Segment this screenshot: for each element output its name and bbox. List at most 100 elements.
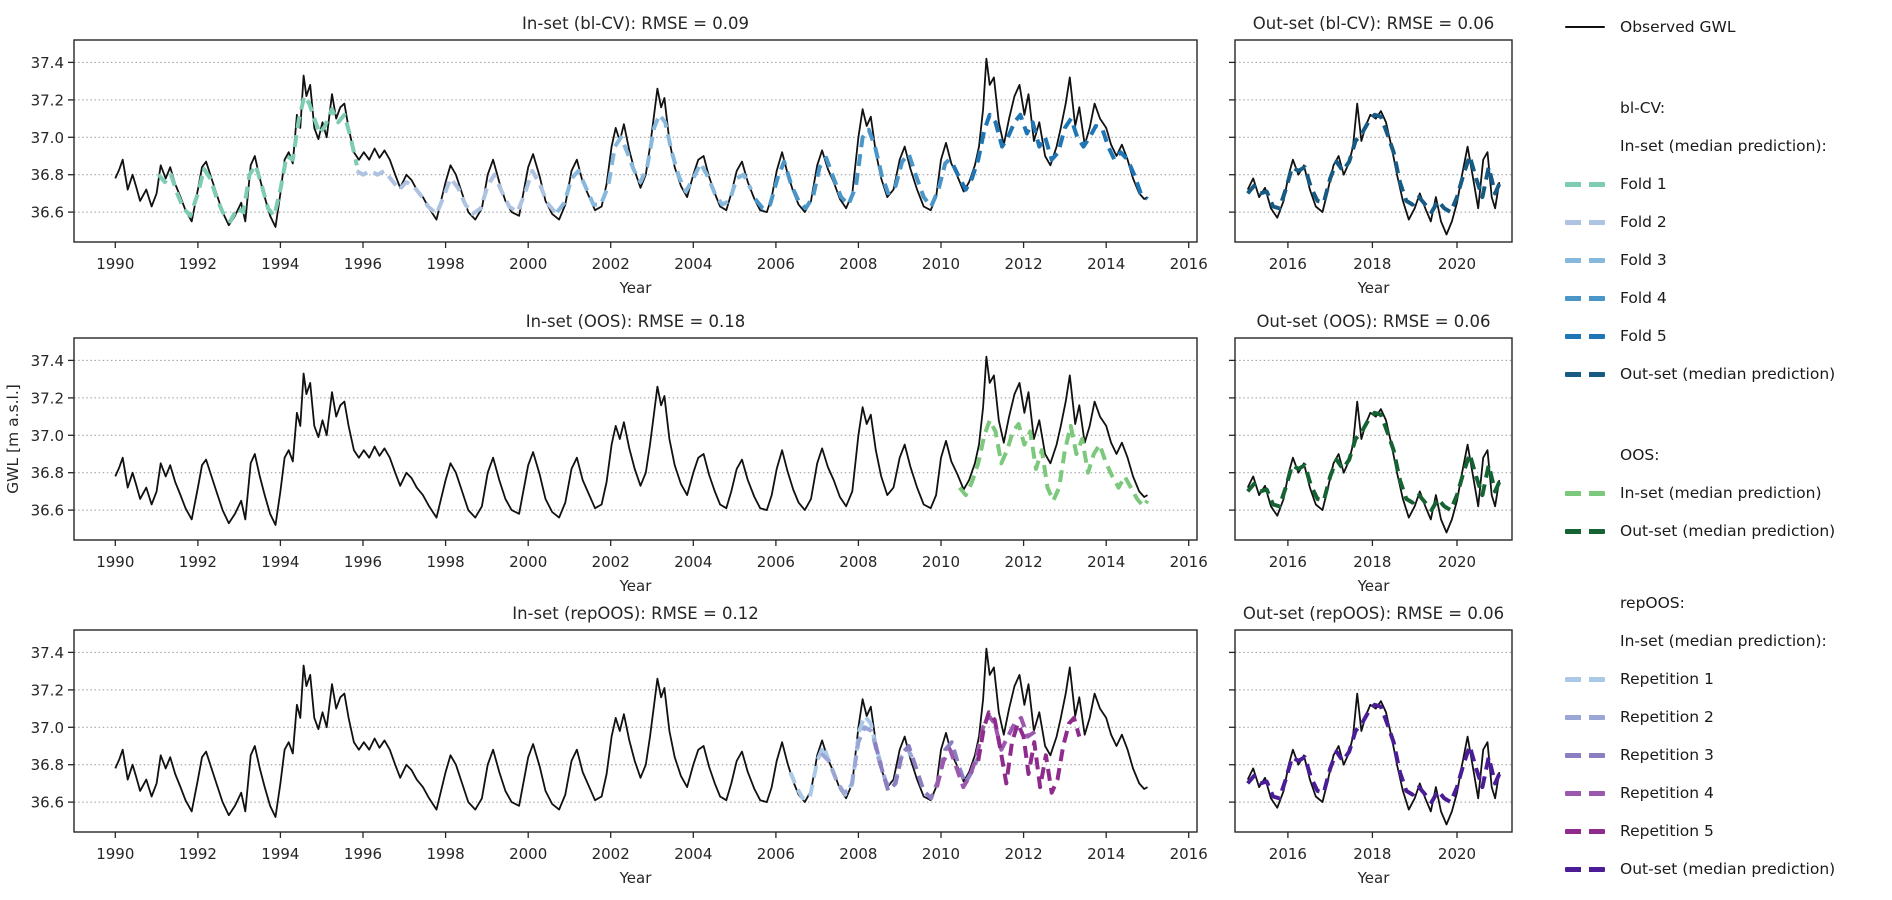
- series-rep5: [976, 710, 1082, 795]
- x-tick-label: 2016: [1269, 553, 1307, 571]
- x-tick-label: 2002: [592, 845, 630, 863]
- x-axis-label: Year: [619, 577, 653, 595]
- y-tick-label: 37.2: [31, 681, 64, 699]
- y-tick-label: 36.6: [31, 502, 64, 520]
- x-tick-label: 1990: [96, 553, 134, 571]
- legend-entry: Repetition 4: [1565, 782, 1714, 804]
- panel-title-out_oos: Out-set (OOS): RMSE = 0.06: [1256, 312, 1490, 331]
- panel-frame-out_repoos: [1234, 629, 1513, 833]
- x-tick-label: 2010: [922, 845, 960, 863]
- panel-frame-in_blcv: [73, 39, 1198, 243]
- x-tick-label: 1998: [427, 553, 465, 571]
- x-tick-label: 2000: [509, 553, 547, 571]
- legend-label: Fold 3: [1620, 251, 1667, 269]
- series-rep1: [788, 714, 884, 801]
- x-tick-label: 1992: [179, 553, 217, 571]
- solid-line-swatch: [1565, 25, 1605, 29]
- y-tick-label: 37.4: [31, 644, 64, 662]
- legend-label: Fold 4: [1620, 289, 1667, 307]
- x-axis-label: Year: [1357, 279, 1391, 297]
- legend-label: Repetition 4: [1620, 784, 1714, 802]
- x-tick-label: 1996: [344, 255, 382, 273]
- series-obs_in: [114, 57, 1148, 228]
- x-tick-label: 1992: [179, 255, 217, 273]
- y-tick-label: 37.2: [31, 91, 64, 109]
- dashed-line-swatch: [1565, 333, 1605, 339]
- y-tick-label: 37.0: [31, 129, 64, 147]
- x-tick-label: 2008: [839, 255, 877, 273]
- x-tick-label: 1990: [96, 255, 134, 273]
- y-tick-label: 36.8: [31, 756, 64, 774]
- x-tick-label: 1994: [261, 255, 299, 273]
- legend-entry: Fold 3: [1565, 249, 1667, 271]
- x-tick-label: 2014: [1087, 255, 1125, 273]
- legend-label: Repetition 3: [1620, 746, 1714, 764]
- series-oos_inset: [958, 418, 1150, 509]
- dashed-line-swatch: [1565, 528, 1605, 534]
- legend-entry: Fold 2: [1565, 211, 1667, 233]
- x-tick-label: 2002: [592, 255, 630, 273]
- series-rep4: [934, 714, 1038, 790]
- x-tick-label: 2014: [1087, 553, 1125, 571]
- dashed-line-swatch: [1565, 752, 1605, 758]
- legend-label: Repetition 2: [1620, 708, 1714, 726]
- y-tick-label: 37.4: [31, 352, 64, 370]
- panel-title-out_blcv: Out-set (bl-CV): RMSE = 0.06: [1253, 14, 1494, 33]
- series-blcv_fold1: [157, 94, 359, 224]
- legend-label: Out-set (median prediction): [1620, 365, 1836, 383]
- dashed-line-swatch: [1565, 490, 1605, 496]
- dashed-line-swatch: [1565, 257, 1605, 263]
- series-rep3: [873, 740, 981, 801]
- legend-entry: Fold 4: [1565, 287, 1667, 309]
- x-tick-label: 2010: [922, 553, 960, 571]
- x-tick-label: 1998: [427, 845, 465, 863]
- legend-label: Fold 5: [1620, 327, 1667, 345]
- x-axis-label: Year: [1357, 577, 1391, 595]
- x-tick-label: 2016: [1170, 553, 1208, 571]
- legend-section-header: bl-CV:: [1565, 97, 1665, 119]
- series-blcv_fold2: [355, 168, 557, 216]
- y-tick-label: 36.6: [31, 204, 64, 222]
- legend-label: OOS:: [1620, 446, 1660, 464]
- y-tick-label: 37.0: [31, 719, 64, 737]
- dashed-line-swatch: [1565, 295, 1605, 301]
- x-tick-label: 1996: [344, 553, 382, 571]
- legend-entry: Out-set (median prediction): [1565, 520, 1835, 542]
- x-tick-label: 2004: [674, 255, 712, 273]
- x-tick-label: 2006: [757, 553, 795, 571]
- x-tick-label: 2020: [1438, 255, 1476, 273]
- x-tick-label: 2016: [1269, 255, 1307, 273]
- legend-entry: Repetition 1: [1565, 668, 1714, 690]
- series-oos_outset: [1246, 410, 1502, 513]
- legend-label: Out-set (median prediction): [1620, 522, 1836, 540]
- y-tick-label: 37.2: [31, 389, 64, 407]
- legend-label: Out-set (median prediction): [1620, 860, 1836, 878]
- x-tick-label: 2004: [674, 553, 712, 571]
- x-tick-label: 2000: [509, 845, 547, 863]
- panel-frame-out_oos: [1234, 337, 1513, 541]
- panel-frame-in_repoos: [73, 629, 1198, 833]
- legend-label: Repetition 1: [1620, 670, 1714, 688]
- x-tick-label: 2012: [1005, 845, 1043, 863]
- x-tick-label: 1990: [96, 845, 134, 863]
- x-tick-label: 2012: [1005, 255, 1043, 273]
- series-obs_in: [114, 647, 1148, 818]
- legend-entry: Out-set (median prediction): [1565, 858, 1835, 880]
- legend-label: Repetition 5: [1620, 822, 1714, 840]
- x-tick-label: 2008: [839, 845, 877, 863]
- panel-frame-out_blcv: [1234, 39, 1513, 243]
- panel-title-in_oos: In-set (OOS): RMSE = 0.18: [526, 312, 746, 331]
- x-tick-label: 1996: [344, 845, 382, 863]
- dashed-line-swatch: [1565, 219, 1605, 225]
- x-axis-label: Year: [619, 869, 653, 887]
- legend-section-header: In-set (median prediction):: [1565, 135, 1827, 157]
- dashed-line-swatch: [1565, 181, 1605, 187]
- panel-title-in_repoos: In-set (repOOS): RMSE = 0.12: [512, 604, 759, 623]
- series-obs_out: [1246, 102, 1501, 236]
- legend-section-header: OOS:: [1565, 444, 1659, 466]
- x-tick-label: 2014: [1087, 845, 1125, 863]
- legend-label: Observed GWL: [1620, 18, 1736, 36]
- series-blcv_fold5: [951, 112, 1149, 201]
- dashed-line-swatch: [1565, 790, 1605, 796]
